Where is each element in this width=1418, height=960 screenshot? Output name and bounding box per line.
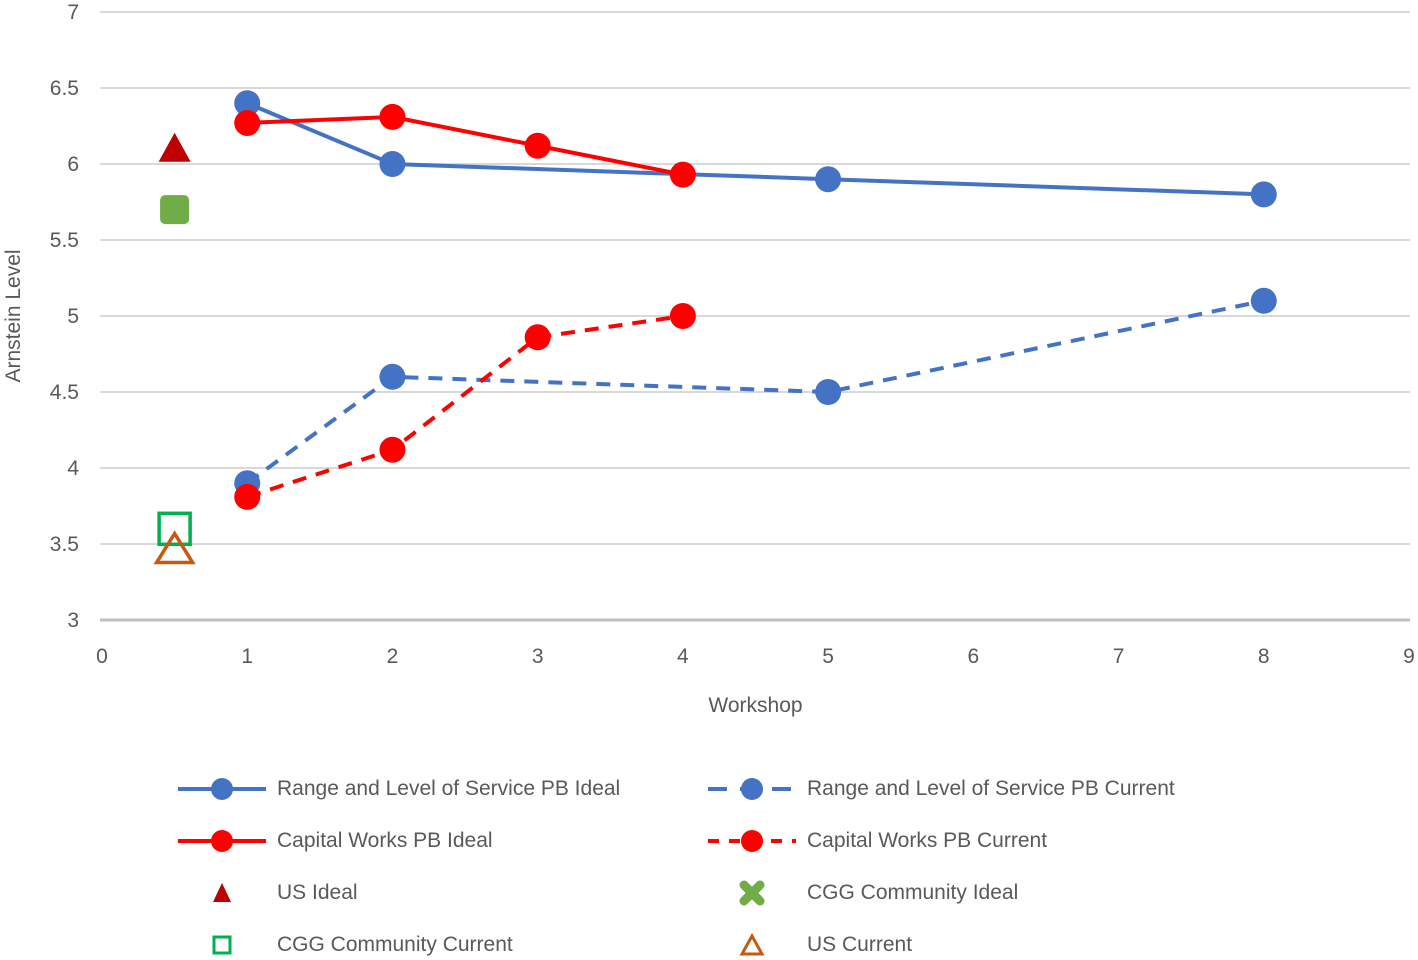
y-axis-title: Arnstein Level xyxy=(2,249,25,382)
legend-label: Range and Level of Service PB Current xyxy=(807,777,1175,800)
x-tick-label-6: 6 xyxy=(967,645,979,668)
legend-label: Capital Works PB Current xyxy=(807,829,1048,852)
y-tick-label-3.5: 3.5 xyxy=(50,533,79,556)
x-tick-label-2: 2 xyxy=(387,645,399,668)
x-tick-label-8: 8 xyxy=(1258,645,1270,668)
legend-label: CGG Community Current xyxy=(277,933,513,956)
marker-range-and-level-of-service-pb-ideal-3 xyxy=(1250,181,1277,208)
marker-range-and-level-of-service-pb-ideal-1 xyxy=(379,151,406,177)
marker-capital-works-pb-current-3 xyxy=(669,303,696,329)
y-tick-label-3: 3 xyxy=(67,609,79,632)
legend-label: Capital Works PB Ideal xyxy=(277,829,493,852)
y-tick-label-4: 4 xyxy=(67,457,79,480)
series-us-ideal xyxy=(158,132,191,162)
legend-marker-line-circle-icon xyxy=(178,830,266,852)
series-range-and-level-of-service-pb-ideal xyxy=(234,90,1277,208)
marker-us-current-0 xyxy=(153,530,196,565)
y-tick-label-4.5: 4.5 xyxy=(50,381,79,404)
marker-capital-works-pb-ideal-1 xyxy=(379,103,406,130)
legend-marker-square-open-icon xyxy=(212,935,232,955)
marker-cgg-community-ideal-0 xyxy=(160,195,190,225)
legend-marker-line-circle-icon xyxy=(708,778,796,800)
legend-marker-x-bold-icon xyxy=(739,880,765,906)
legend-label: US Ideal xyxy=(277,881,358,904)
y-tick-label-6.5: 6.5 xyxy=(50,77,79,100)
marker-range-and-level-of-service-pb-current-2 xyxy=(815,379,842,405)
marker-capital-works-pb-current-1 xyxy=(379,436,406,463)
legend-marker-line-circle-icon xyxy=(708,830,796,852)
y-axis-tick-labels: 3 3.5 4 4.5 5 5.5 6 6.5 7 xyxy=(50,1,80,632)
x-axis-tick-labels: 0 1 2 3 4 5 6 7 8 9 xyxy=(96,645,1415,668)
marker-capital-works-pb-ideal-0 xyxy=(234,109,261,136)
x-tick-label-3: 3 xyxy=(532,645,544,668)
legend-entry-us-current: US Current xyxy=(706,929,1175,960)
gridlines xyxy=(100,11,1410,622)
legend-entry-cgg-community-ideal: CGG Community Ideal xyxy=(706,877,1175,909)
series-cgg-community-ideal xyxy=(160,195,190,225)
x-tick-label-1: 1 xyxy=(241,645,253,668)
x-tick-label-4: 4 xyxy=(677,645,689,668)
legend-label: Range and Level of Service PB Ideal xyxy=(277,777,621,800)
x-axis-title: Workshop xyxy=(708,694,802,717)
series-line-capital-works-pb-ideal xyxy=(247,114,684,177)
series-cgg-community-current xyxy=(157,511,192,547)
series-line-range-and-level-of-service-pb-current xyxy=(246,298,1265,485)
legend-entry-cgg-community-current: CGG Community Current xyxy=(176,929,706,960)
x-tick-label-0: 0 xyxy=(96,645,108,668)
series-us-current xyxy=(153,530,196,565)
y-tick-label-7: 7 xyxy=(67,1,79,24)
marker-range-and-level-of-service-pb-ideal-0 xyxy=(234,90,261,117)
legend-marker-triangle-open-icon xyxy=(739,932,765,956)
series-capital-works-pb-ideal xyxy=(234,103,696,188)
series-line-capital-works-pb-current xyxy=(246,314,684,499)
marker-capital-works-pb-current-2 xyxy=(524,324,551,351)
y-tick-label-5: 5 xyxy=(67,305,79,328)
marker-capital-works-pb-ideal-3 xyxy=(669,161,696,188)
y-tick-label-5.5: 5.5 xyxy=(50,229,79,252)
x-tick-label-9: 9 xyxy=(1403,645,1415,668)
series-range-and-level-of-service-pb-current xyxy=(234,287,1277,497)
legend-label: CGG Community Ideal xyxy=(807,881,1019,904)
marker-capital-works-pb-ideal-2 xyxy=(524,132,551,159)
marker-capital-works-pb-current-0 xyxy=(234,483,261,510)
series-line-range-and-level-of-service-pb-ideal xyxy=(246,101,1264,197)
marker-range-and-level-of-service-pb-ideal-2 xyxy=(815,166,842,193)
chart-legend: Range and Level of Service PB Ideal Range… xyxy=(176,763,1175,960)
legend-entry-capital-works-pb-ideal: Capital Works PB Ideal xyxy=(176,825,706,857)
marker-cgg-community-current-0 xyxy=(157,511,192,547)
legend-entry-range-and-level-of-service-pb-current: Range and Level of Service PB Current xyxy=(706,773,1175,805)
marker-us-ideal-0 xyxy=(158,132,191,162)
legend-label: US Current xyxy=(807,933,913,956)
legend-marker-triangle-filled-icon xyxy=(213,883,231,902)
legend-entry-capital-works-pb-current: Capital Works PB Current xyxy=(706,825,1175,857)
legend-entry-range-and-level-of-service-pb-ideal: Range and Level of Service PB Ideal xyxy=(176,773,706,805)
series-capital-works-pb-current xyxy=(234,303,696,510)
x-tick-label-5: 5 xyxy=(822,645,834,668)
legend-entry-us-ideal: US Ideal xyxy=(176,877,706,909)
legend-marker-line-circle-icon xyxy=(178,778,266,800)
marker-range-and-level-of-service-pb-current-3 xyxy=(1250,287,1277,314)
marker-range-and-level-of-service-pb-current-1 xyxy=(379,363,406,390)
y-tick-label-6: 6 xyxy=(67,153,79,176)
x-tick-label-7: 7 xyxy=(1113,645,1125,668)
line-chart-plot-area: 3 3.5 4 4.5 5 5.5 6 6.5 7 0 1 2 3 4 5 6 7 8 9 Workshop Arnst… xyxy=(2,1,1415,717)
